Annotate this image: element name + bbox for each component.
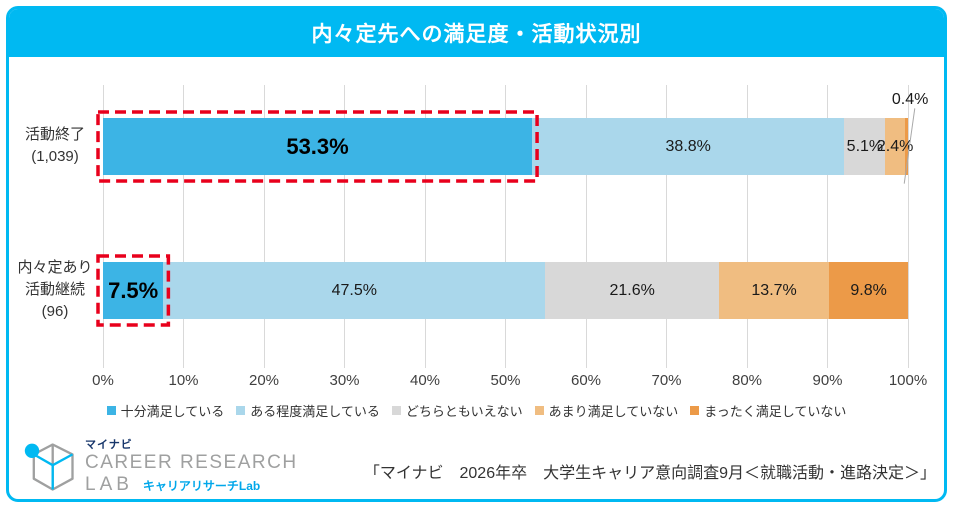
segment-value-label: 53.3% (286, 133, 349, 159)
bar-segment: 9.8% (829, 262, 908, 319)
gridline-90 (827, 85, 828, 368)
x-tick-label-60: 60% (570, 372, 602, 389)
legend-label: 十分満足している (120, 404, 225, 419)
legend-marker-icon (690, 406, 700, 415)
chart-frame: 内々定先への満足度・活動状況別 活動終了 (1,039) 53.3% 38.8% 5.1… (6, 6, 947, 502)
x-tick-label-70: 70% (651, 372, 682, 389)
bar-segment (904, 118, 908, 175)
bar-segment: 53.3% (103, 118, 533, 175)
bar-segment: 5.1% (844, 118, 886, 175)
gridline-100 (907, 85, 909, 368)
bar-segment: 7.5% (103, 262, 164, 319)
legend: 十分満足している ある程度満足している どちらともいえない あまり満足していない まった… (9, 401, 944, 420)
career-research-lab-logo: マイナビ CAREER RESEARCH LAB キャリアリサーチLab (23, 438, 298, 496)
segment-value-label: 5.1% (846, 137, 884, 155)
gridline-50 (505, 85, 506, 368)
bar-segment: 2.4% (877, 118, 913, 175)
gridline-40 (424, 85, 426, 368)
x-tick-label-100: 100% (888, 372, 928, 389)
legend-marker-icon (236, 406, 246, 415)
x-tick-label-90: 90% (812, 372, 843, 389)
legend-marker-icon (106, 406, 116, 415)
segment-value-label: 7.5% (108, 277, 159, 303)
legend-label: どちらともいえない (405, 404, 523, 419)
segment-value-label: 38.8% (665, 137, 711, 155)
gridline-0 (102, 85, 104, 368)
bar-segment: 47.5% (163, 262, 546, 319)
legend-marker-icon (391, 406, 401, 415)
logo-mynavi-label: マイナビ (85, 438, 133, 451)
x-tick-label-10: 10% (168, 372, 199, 389)
gridline-80 (746, 85, 748, 368)
gridline-60 (585, 85, 587, 368)
x-tick-label-0: 0% (92, 372, 114, 389)
source-citation: 「マイナビ 2026年卒 大学生キャリア意向調査9月＜就職活動・進路決定＞」 (363, 465, 936, 482)
bar-segment: 21.6% (545, 262, 720, 319)
x-tick-label-20: 20% (248, 372, 280, 389)
gridline-30 (344, 85, 345, 368)
segment-value-label: 2.4% (876, 137, 914, 155)
callout-value-label: 0.4% (891, 91, 929, 108)
legend-item-3: あまり満足していない (534, 401, 679, 420)
plot-area: 活動終了 (1,039) 53.3% 38.8% 5.1% 2.4% 0.4% 内々定あり 活動… (17, 85, 928, 368)
logo-career-research-label: CAREER RESEARCH (85, 451, 298, 473)
legend-label: まったく満足していない (704, 404, 847, 419)
legend-marker-icon (534, 406, 544, 415)
gridline-70 (666, 85, 667, 368)
page-title: 内々定先への満足度・活動状況別 (311, 23, 642, 46)
bar-segment: 13.7% (719, 262, 830, 319)
logo-cube-icon (24, 443, 74, 491)
x-tick-label-80: 80% (731, 372, 763, 389)
x-tick-label-50: 50% (490, 372, 521, 389)
segment-value-label: 13.7% (751, 281, 797, 299)
legend-label: あまり満足していない (548, 404, 679, 419)
legend-item-0: 十分満足している (106, 401, 225, 420)
gridline-10 (183, 85, 184, 368)
logo-lab-label: LAB (85, 473, 133, 495)
segment-value-label: 9.8% (850, 281, 887, 299)
x-tick-label-30: 30% (329, 372, 360, 389)
logo-texts: マイナビ CAREER RESEARCH LAB キャリアリサーチLab (85, 439, 298, 496)
x-axis: 0% 10% 20% 30% 40% 50% 60% 70% 80% 90% 100% (92, 372, 927, 392)
bar-row-0: 53.3% 38.8% 5.1% 2.4% 0.4% (96, 91, 928, 184)
category-label-1: 内々定あり 活動継続 (96) (17, 259, 93, 320)
segment-value-label: 47.5% (331, 281, 377, 299)
legend-item-1: ある程度満足している (236, 401, 380, 420)
gridline-20 (263, 85, 265, 368)
legend-label: ある程度満足している (250, 404, 380, 419)
category-label-0: 活動終了 (1,039) (24, 126, 85, 165)
bar-segment: 38.8% (532, 118, 845, 175)
segment-value-label: 21.6% (609, 281, 655, 299)
legend-item-4: まったく満足していない (690, 401, 846, 420)
x-tick-label-40: 40% (409, 372, 441, 389)
bar-row-1: 7.5% 47.5% 21.6% 13.7% 9.8% (96, 254, 908, 327)
legend-item-2: どちらともいえない (391, 401, 523, 420)
logo-jp-label: キャリアリサーチLab (142, 478, 261, 493)
title-bar: 内々定先への満足度・活動状況別 (9, 9, 944, 57)
